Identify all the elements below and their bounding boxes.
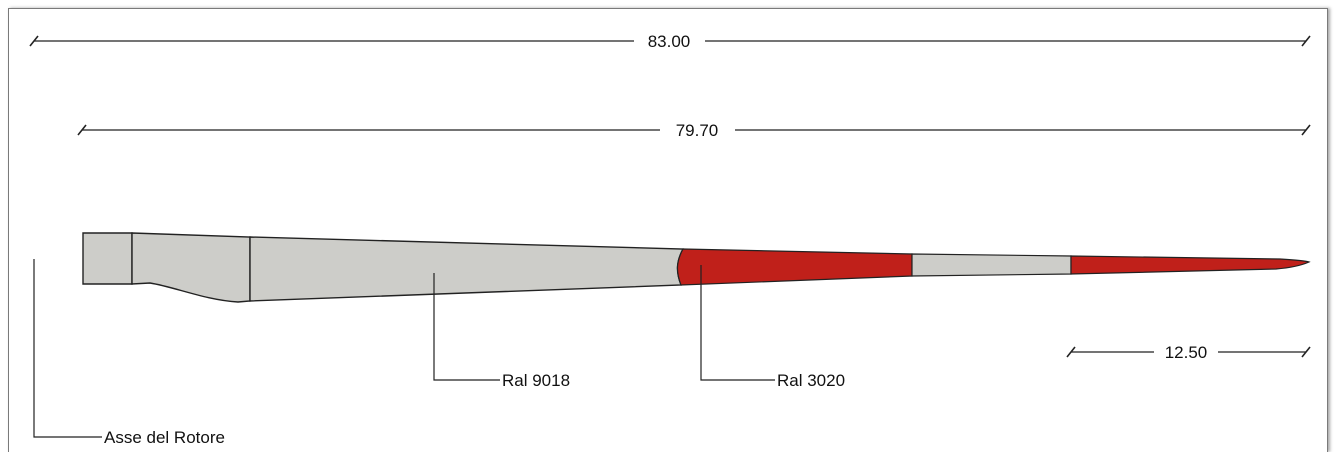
dim-blade-tick-right	[1301, 124, 1311, 136]
blade-grey-band	[911, 253, 1072, 277]
blade-main-section	[249, 236, 685, 302]
dim-blade-tick-left	[77, 124, 87, 136]
dim-tip-value: 12.50	[1165, 343, 1208, 362]
blade-red-band-1	[676, 248, 913, 286]
label-rotor-axis: Asse del Rotore	[104, 428, 225, 447]
leader-ral-3020-line	[700, 265, 775, 381]
label-ral-9018: Ral 9018	[502, 371, 570, 390]
leader-ral-9018: Ral 9018	[433, 273, 570, 390]
dimension-blade: 79.70	[77, 121, 1311, 140]
dimension-tip: 12.50	[1066, 343, 1311, 362]
blade-transition-section	[131, 232, 251, 303]
leader-rotor-axis: Asse del Rotore	[33, 259, 225, 447]
leader-rotor-axis-line	[33, 259, 102, 438]
dim-tip-tick-left	[1066, 346, 1076, 358]
label-ral-3020: Ral 3020	[777, 371, 845, 390]
blade-root-section	[82, 232, 133, 285]
blade	[82, 232, 1311, 303]
leader-ral-9018-line	[433, 273, 500, 381]
dim-overall-tick-left	[29, 35, 39, 47]
blade-red-tip	[1070, 255, 1311, 275]
dimension-overall: 83.00	[29, 32, 1311, 51]
dim-overall-value: 83.00	[648, 32, 691, 51]
leader-ral-3020: Ral 3020	[700, 265, 845, 390]
dim-tip-tick-right	[1301, 346, 1311, 358]
dim-blade-value: 79.70	[676, 121, 719, 140]
dim-overall-tick-right	[1301, 35, 1311, 47]
drawing-frame	[8, 8, 1328, 452]
